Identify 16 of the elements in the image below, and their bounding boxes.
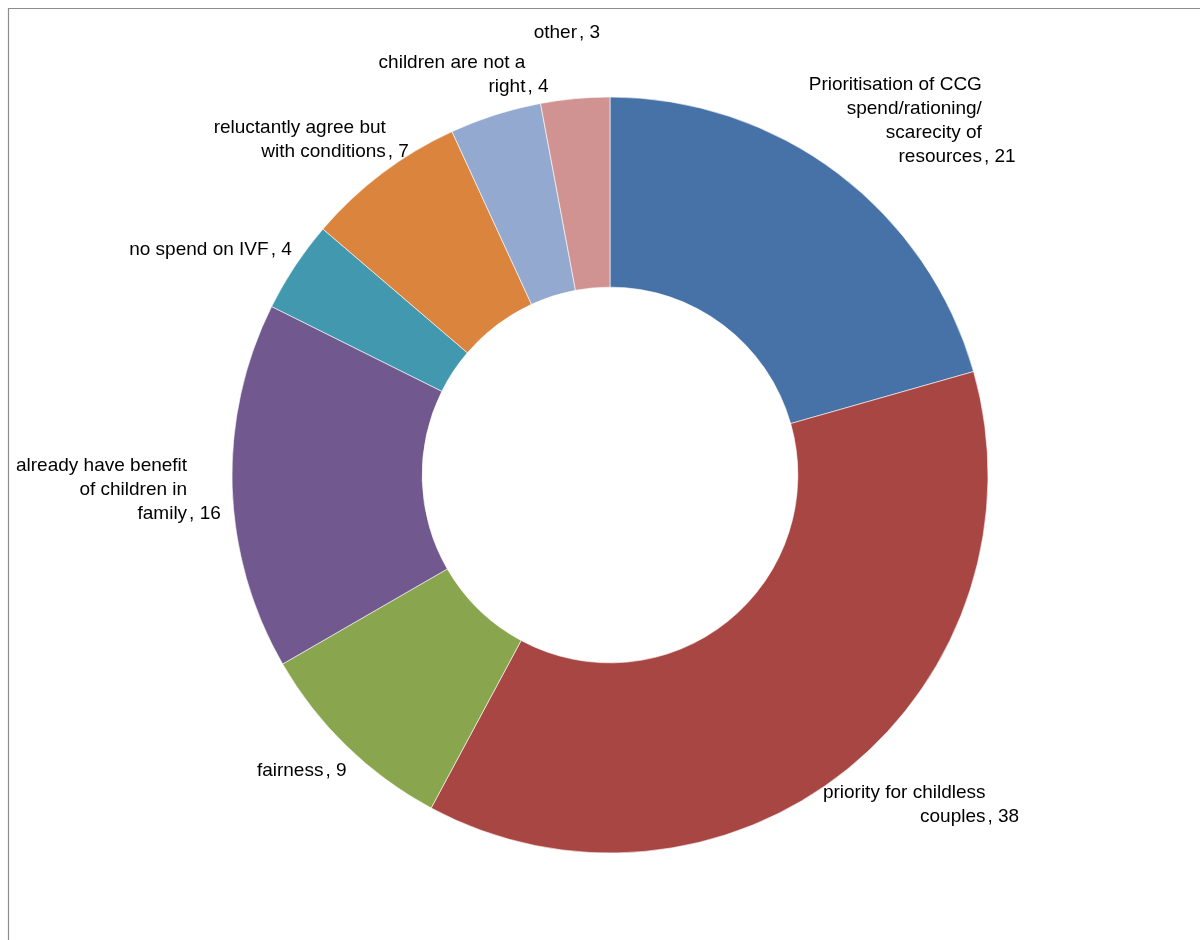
- data-label: , 3: [578, 20, 601, 42]
- data-label: , 4: [270, 238, 293, 260]
- slice-label: reluctantly agree but with conditions: [213, 115, 387, 161]
- slice-label: other: [533, 20, 578, 42]
- slice-label: children are not a right: [378, 50, 527, 96]
- slice-label: already have benefit of children in family: [16, 454, 188, 524]
- data-label: , 38: [987, 805, 1020, 827]
- slice-label: fairness: [256, 759, 324, 781]
- data-label: , 9: [325, 759, 347, 781]
- data-label: , 4: [527, 74, 549, 96]
- data-label: , 21: [983, 144, 1016, 166]
- data-label: , 16: [189, 502, 221, 524]
- slice-label: no spend on IVF: [129, 238, 269, 260]
- slice-label: priority for childless couples: [822, 781, 986, 827]
- data-label: , 7: [387, 139, 409, 161]
- slice-label: Prioritisation of CCG spend/rationing/ scarecity of resources: [808, 72, 983, 166]
